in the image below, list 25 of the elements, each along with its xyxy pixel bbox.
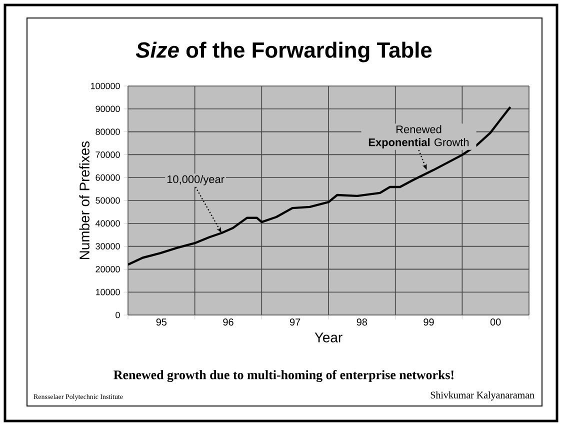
y-tick-label: 90000 bbox=[96, 106, 120, 112]
y-tick-label: 100000 bbox=[91, 82, 120, 90]
line-series bbox=[128, 106, 512, 266]
y-tick-label: 50000 bbox=[96, 197, 120, 204]
y-tick-label: 40000 bbox=[96, 220, 120, 227]
chart-title: Size of the Forwarding Table bbox=[136, 42, 432, 62]
annotation: 10,000/year bbox=[167, 175, 224, 186]
text: Shivkumar Kalyanaraman bbox=[430, 391, 534, 400]
y-tick-label: 80000 bbox=[96, 128, 120, 135]
y-axis-title: Number of Prefixes bbox=[79, 141, 90, 260]
text: Renewed growth due to multi-homing of enterprise networks! bbox=[114, 370, 454, 382]
x-tick-label: 95 bbox=[156, 318, 167, 326]
y-tick-label: 60000 bbox=[96, 174, 120, 181]
x-tick-label: 97 bbox=[290, 318, 300, 326]
x-tick-label: 98 bbox=[356, 318, 368, 326]
x-tick-label: 99 bbox=[424, 318, 434, 326]
x-tick-label: 96 bbox=[223, 318, 234, 326]
y-tick-label: 0 bbox=[116, 312, 120, 318]
y-tick-label: 10000 bbox=[96, 288, 120, 296]
y-tick-label: 70000 bbox=[96, 152, 120, 158]
x-tick-label: 00 bbox=[490, 318, 501, 326]
y-tick-label: 30000 bbox=[96, 243, 120, 250]
x-axis-title: Year bbox=[314, 332, 342, 342]
y-tick-label: 20000 bbox=[96, 266, 120, 272]
annotation: Renewed Exponential Growth bbox=[368, 125, 469, 148]
